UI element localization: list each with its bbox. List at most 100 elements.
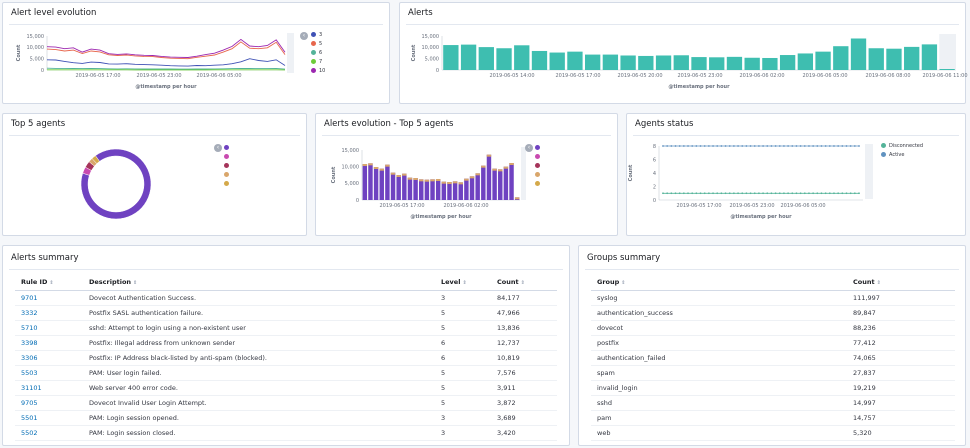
table-cell[interactable]: 5501 (15, 410, 83, 426)
legend-item[interactable]: 5 (311, 39, 325, 48)
data-point (853, 192, 856, 195)
data-point (820, 145, 823, 147)
table-cell: 19,219 (847, 380, 955, 396)
legend-toggle-icon[interactable]: ‹ (214, 144, 222, 152)
legend-item[interactable] (224, 179, 232, 188)
bar (921, 44, 938, 70)
legend-item[interactable] (535, 143, 543, 152)
data-point (716, 192, 719, 195)
legend-scrollbar[interactable] (287, 33, 294, 73)
sort-icon[interactable]: ⇕ (876, 279, 881, 286)
sort-icon[interactable]: ⇕ (133, 279, 138, 286)
legend-item[interactable]: 6 (311, 48, 325, 57)
legend-item[interactable] (535, 170, 543, 179)
legend-item[interactable] (535, 152, 543, 161)
data-point (699, 192, 702, 195)
data-point (732, 145, 735, 147)
table-cell: 6 (435, 350, 491, 366)
legend-dot-icon (311, 32, 316, 37)
series-line-10 (46, 38, 286, 58)
table-cell: pam (591, 410, 847, 426)
column-header[interactable]: Group ⇕ (591, 274, 847, 291)
column-header[interactable]: Level ⇕ (435, 274, 491, 291)
bar (452, 181, 458, 200)
data-point (662, 145, 664, 147)
column-header-label: Description (89, 277, 132, 286)
bar (492, 168, 497, 200)
x-tick-label: 2019-06-06 02:00 (739, 73, 784, 79)
bar (567, 51, 583, 70)
data-point (803, 192, 806, 195)
table-cell[interactable]: 3332 (15, 305, 83, 321)
table-cell[interactable]: 5502 (15, 425, 83, 441)
bar-cap (452, 181, 458, 184)
table-row: 9705 Dovecot Invalid User Login Attempt. 5… (15, 395, 557, 411)
data-point (674, 192, 677, 195)
bar-cap (362, 164, 368, 166)
legend-item[interactable] (535, 179, 543, 188)
legend-item[interactable] (224, 161, 232, 170)
series-line-3 (46, 58, 286, 67)
column-header[interactable]: Description ⇕ (83, 274, 435, 291)
table-cell[interactable]: 31101 (15, 380, 83, 396)
data-point (837, 192, 840, 195)
table-row: spam 27,837 (591, 365, 955, 381)
table-cell[interactable]: 5710 (15, 320, 83, 336)
legend-item[interactable] (535, 161, 543, 170)
table-row: postfix 77,412 (591, 335, 955, 351)
legend-item[interactable]: Disconnected (881, 141, 923, 150)
legend-item[interactable]: 3 (311, 30, 325, 39)
data-point (783, 192, 785, 195)
x-tick-label: 2019-06-05 20:00 (617, 73, 662, 79)
bar (486, 154, 492, 200)
column-header[interactable]: Count ⇕ (491, 274, 557, 291)
x-tick-label: 2019-06-05 17:00 (75, 73, 120, 79)
sort-icon[interactable]: ⇕ (621, 279, 626, 286)
legend-item[interactable] (224, 170, 232, 179)
bar (373, 167, 379, 200)
legend-item[interactable]: Active (881, 150, 923, 159)
table-cell[interactable]: 3306 (15, 350, 83, 366)
legend-toggle-icon[interactable]: ‹ (525, 144, 533, 152)
table-cell[interactable]: 5503 (15, 365, 83, 381)
x-tick-label: 2019-06-06 08:00 (865, 73, 910, 79)
bar (638, 55, 654, 70)
alert-level-chart: 15,000 10,000 5,000 0 Count @timestamp per ho… (16, 34, 286, 90)
data-point (682, 192, 685, 195)
data-point (849, 192, 852, 195)
legend-item[interactable]: 10 (311, 66, 325, 75)
table-cell[interactable]: 9705 (15, 395, 83, 411)
bar (478, 47, 494, 70)
legend-toggle-icon[interactable]: ‹ (300, 32, 308, 40)
bar-cap (514, 197, 520, 200)
legend-dot-icon (881, 152, 886, 157)
column-header[interactable]: Count ⇕ (847, 274, 955, 291)
legend-item[interactable] (224, 152, 232, 161)
x-axis-label: @timestamp per hour (730, 214, 792, 220)
bar (762, 57, 778, 70)
data-point (674, 145, 677, 147)
table-cell: 111,997 (847, 290, 955, 306)
legend-label: 10 (319, 67, 326, 74)
legend-item[interactable]: 7 (311, 57, 325, 66)
series-line-5 (46, 41, 286, 60)
legend-item[interactable] (224, 143, 232, 152)
x-tick-label: 2019-06-05 23:00 (729, 203, 774, 209)
bar (435, 179, 441, 200)
sort-icon[interactable]: ⇕ (49, 279, 54, 286)
table-cell: 3,420 (491, 425, 557, 441)
bar-cap (396, 175, 401, 177)
bar (379, 168, 384, 200)
sort-icon[interactable]: ⇕ (462, 279, 467, 286)
table-cell: 12,737 (491, 335, 557, 351)
table-cell[interactable]: 9701 (15, 290, 83, 306)
panel-title: Groups summary (587, 253, 661, 263)
column-header[interactable]: Rule ID ⇕ (15, 274, 83, 291)
data-point (741, 192, 744, 195)
sort-icon[interactable]: ⇕ (520, 279, 525, 286)
legend-scrollbar[interactable] (865, 144, 873, 199)
agents-status-chart: 8 6 4 2 0 Count @timestamp per hour 2019-06-05 … (628, 144, 863, 220)
table-cell[interactable]: 3398 (15, 335, 83, 351)
table-cell: 3 (435, 425, 491, 441)
legend-scrollbar (521, 147, 526, 200)
